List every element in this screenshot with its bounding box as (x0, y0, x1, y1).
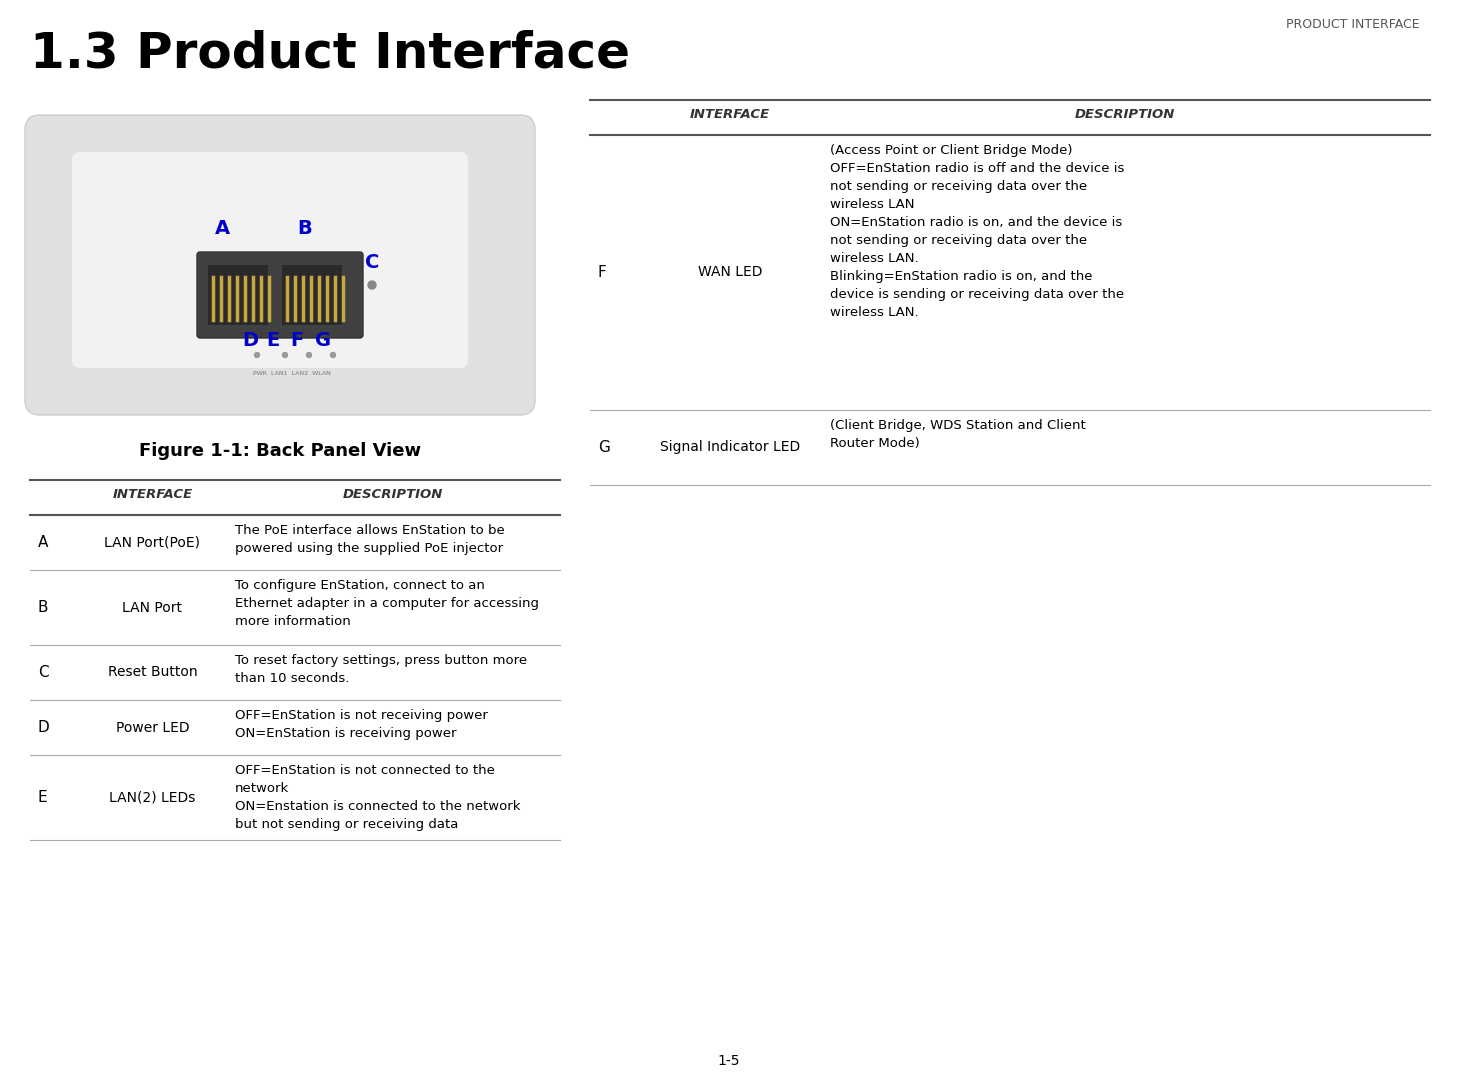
Text: F: F (290, 331, 303, 350)
Text: B: B (38, 600, 48, 615)
Text: D: D (38, 720, 50, 735)
Text: A: A (38, 535, 48, 550)
Text: WAN LED: WAN LED (698, 266, 763, 279)
Circle shape (367, 281, 376, 289)
Text: A: A (214, 219, 229, 238)
Text: INTERFACE: INTERFACE (112, 488, 192, 501)
Text: Signal Indicator LED: Signal Indicator LED (660, 440, 800, 455)
Text: LAN Port: LAN Port (122, 601, 182, 615)
Bar (208, 265, 268, 325)
Text: C: C (364, 253, 379, 272)
Circle shape (283, 352, 287, 358)
Text: DESCRIPTION: DESCRIPTION (343, 488, 443, 501)
Text: 1-5: 1-5 (717, 1054, 741, 1068)
FancyBboxPatch shape (25, 116, 535, 415)
Text: Reset Button: Reset Button (108, 666, 197, 679)
Text: F: F (598, 265, 607, 280)
Text: D: D (242, 331, 258, 350)
Circle shape (306, 352, 312, 358)
Text: To configure EnStation, connect to an
Ethernet adapter in a computer for accessi: To configure EnStation, connect to an Et… (235, 579, 539, 628)
Text: OFF=EnStation is not receiving power
ON=EnStation is receiving power: OFF=EnStation is not receiving power ON=… (235, 708, 488, 740)
Text: INTERFACE: INTERFACE (690, 108, 770, 121)
Text: LAN Port(PoE): LAN Port(PoE) (105, 535, 201, 549)
Text: DESCRIPTION: DESCRIPTION (1075, 108, 1175, 121)
Text: To reset factory settings, press button more
than 10 seconds.: To reset factory settings, press button … (235, 654, 528, 685)
Text: PRODUCT INTERFACE: PRODUCT INTERFACE (1286, 19, 1420, 31)
Text: (Client Bridge, WDS Station and Client
Router Mode): (Client Bridge, WDS Station and Client R… (830, 419, 1086, 450)
Text: Power LED: Power LED (115, 720, 190, 735)
Text: PWR  LAN1  LAN2  WLAN: PWR LAN1 LAN2 WLAN (254, 371, 331, 376)
Text: E: E (267, 331, 280, 350)
FancyBboxPatch shape (197, 252, 363, 338)
Text: LAN(2) LEDs: LAN(2) LEDs (109, 790, 195, 804)
Circle shape (331, 352, 335, 358)
Text: 1.3 Product Interface: 1.3 Product Interface (31, 31, 630, 78)
FancyBboxPatch shape (71, 152, 468, 368)
Text: C: C (38, 665, 48, 680)
Text: E: E (38, 790, 48, 806)
Text: (Access Point or Client Bridge Mode)
OFF=EnStation radio is off and the device i: (Access Point or Client Bridge Mode) OFF… (830, 144, 1124, 319)
Bar (281, 265, 343, 325)
Text: The PoE interface allows EnStation to be
powered using the supplied PoE injector: The PoE interface allows EnStation to be… (235, 524, 504, 555)
Text: OFF=EnStation is not connected to the
network
ON=Enstation is connected to the n: OFF=EnStation is not connected to the ne… (235, 764, 521, 831)
Text: G: G (315, 331, 331, 350)
Circle shape (255, 352, 260, 358)
Text: Figure 1-1: Back Panel View: Figure 1-1: Back Panel View (139, 443, 421, 460)
Text: G: G (598, 440, 609, 455)
Text: B: B (297, 219, 312, 238)
